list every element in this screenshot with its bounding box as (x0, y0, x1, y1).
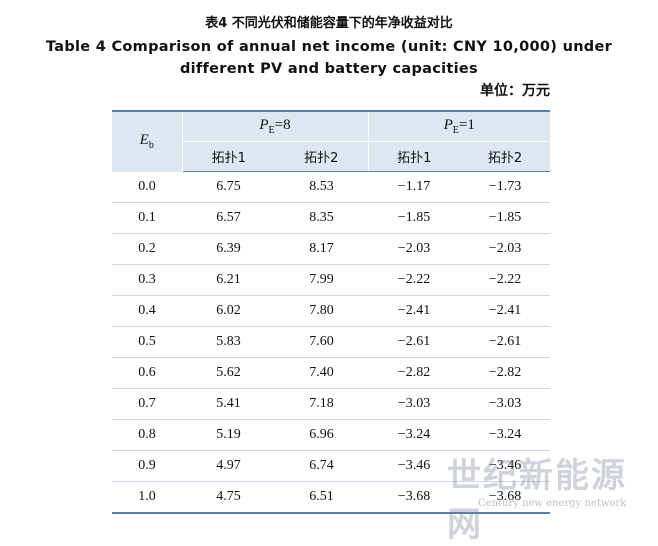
table-cell: 4.97 (182, 450, 275, 482)
table-cell: 8.53 (275, 171, 368, 203)
table-cell: −2.61 (460, 326, 550, 358)
table-cell: −3.24 (460, 419, 550, 451)
table-cell: 6.96 (275, 419, 368, 451)
table-cell: −2.82 (460, 357, 550, 389)
table-cell: 5.19 (182, 419, 275, 451)
table-cell: −2.03 (460, 233, 550, 265)
table-cell: −1.85 (368, 202, 460, 234)
eb-sub: b (148, 140, 154, 152)
table-cell: 6.21 (182, 264, 275, 296)
table-cell: 5.41 (182, 388, 275, 420)
table-cell: 0.7 (112, 388, 182, 420)
table-cell: 0.8 (112, 419, 182, 451)
eb-main: E (139, 132, 149, 149)
table-body: 0.0 6.75 8.53 −1.17 −1.73 0.1 6.57 8.35 −1.85 −1.… (112, 171, 550, 514)
table-cell: −1.85 (460, 202, 550, 234)
title-en: Table 4 Comparison of annual net income … (45, 39, 613, 77)
table-cell: −3.68 (368, 481, 460, 514)
unit: 单位：万元 (480, 83, 550, 99)
subheader: 拓扑1 (368, 141, 460, 172)
g-sub: E (452, 125, 459, 136)
table-cell: 0.5 (112, 326, 182, 358)
table-row: 0.4 6.02 7.80 −2.41 −2.41 (112, 295, 550, 327)
table-cell: −3.24 (368, 419, 460, 451)
table-cell: 6.39 (182, 233, 275, 265)
header-eb: Eb (112, 110, 183, 172)
table-cell: −2.61 (368, 326, 460, 358)
table-row: 0.8 5.19 6.96 −3.24 −3.24 (112, 419, 550, 451)
group-header: PE=1 (368, 110, 550, 142)
table-cell: −3.68 (460, 481, 550, 514)
table-cell: −3.03 (368, 388, 460, 420)
table-cell: 7.80 (275, 295, 368, 327)
table-cell: 0.0 (112, 171, 182, 203)
page: {"header": {"title_cn": "表4 不同光伏和储能容量下的年… (45, 16, 627, 545)
group-header: PE=8 (182, 110, 369, 142)
table-cell: −2.22 (460, 264, 550, 296)
table-row: 0.1 6.57 8.35 −1.85 −1.85 (112, 202, 550, 234)
g-rest: =8 (274, 117, 291, 133)
table-cell: −1.73 (460, 171, 550, 203)
table-cell: −3.46 (368, 450, 460, 482)
subheader: 拓扑2 (460, 141, 550, 172)
subheader: 拓扑1 (182, 141, 275, 172)
table-cell: −3.03 (460, 388, 550, 420)
table-cell: 8.35 (275, 202, 368, 234)
table-cell: 0.4 (112, 295, 182, 327)
watermark: 世纪新能源网 (447, 456, 627, 545)
table-row: 0.6 5.62 7.40 −2.82 −2.82 (112, 357, 550, 389)
g-main: P (443, 117, 453, 133)
table-cell: 6.75 (182, 171, 275, 203)
g-rest: =1 (458, 117, 475, 133)
g-sub: E (268, 125, 275, 136)
watermark-sub: Century new energy network (478, 498, 627, 509)
table-cell: 6.02 (182, 295, 275, 327)
table-row: 0.2 6.39 8.17 −2.03 −2.03 (112, 233, 550, 265)
table-cell: −2.41 (460, 295, 550, 327)
table-cell: 6.51 (275, 481, 368, 514)
table-cell: −1.17 (368, 171, 460, 203)
table-row: 1.0 4.75 6.51 −3.68 −3.68 (112, 481, 550, 514)
table-cell: 0.6 (112, 357, 182, 389)
subheader: 拓扑2 (275, 141, 369, 172)
table-cell: 4.75 (182, 481, 275, 514)
table-row: 0.5 5.83 7.60 −2.61 −2.61 (112, 326, 550, 358)
table-cell: 5.83 (182, 326, 275, 358)
table-cell: 0.1 (112, 202, 182, 234)
table-cell: 7.40 (275, 357, 368, 389)
table-row: 0.9 4.97 6.74 −3.46 −3.46 (112, 450, 550, 482)
table-row: 0.3 6.21 7.99 −2.22 −2.22 (112, 264, 550, 296)
table-cell: −2.41 (368, 295, 460, 327)
table-cell: 0.2 (112, 233, 182, 265)
table-cell: 7.99 (275, 264, 368, 296)
table-cell: 6.74 (275, 450, 368, 482)
table-cell: 0.3 (112, 264, 182, 296)
table: Eb PE=8 PE=1 拓扑1 拓扑2 拓扑1 拓扑2 0.0 6.75 8.53… (112, 110, 550, 514)
table-cell: 1.0 (112, 481, 182, 514)
table-cell: 7.60 (275, 326, 368, 358)
table-row: 0.0 6.75 8.53 −1.17 −1.73 (112, 171, 550, 203)
table-cell: 7.18 (275, 388, 368, 420)
title-cn: 表4 不同光伏和储能容量下的年净收益对比 (205, 16, 453, 31)
table-cell: 8.17 (275, 233, 368, 265)
table-cell: 6.57 (182, 202, 275, 234)
g-main: P (259, 117, 269, 133)
table-cell: 0.9 (112, 450, 182, 482)
table-cell: 5.62 (182, 357, 275, 389)
table-cell: −2.82 (368, 357, 460, 389)
table-row: 0.7 5.41 7.18 −3.03 −3.03 (112, 388, 550, 420)
table-cell: −2.22 (368, 264, 460, 296)
table-cell: −3.46 (460, 450, 550, 482)
table-cell: −2.03 (368, 233, 460, 265)
